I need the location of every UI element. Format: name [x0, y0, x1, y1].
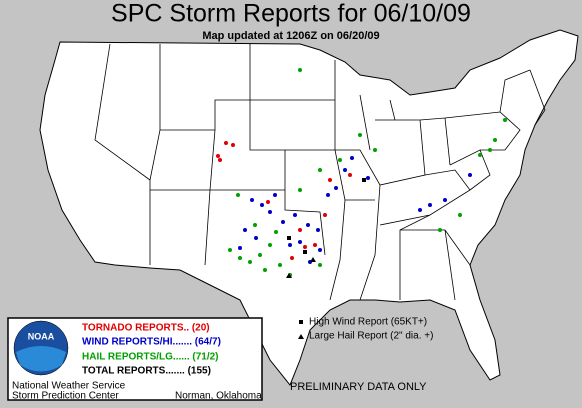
wind-entry: WIND REPORTS/HI....... (64/7)	[82, 337, 221, 348]
preliminary-note: PRELIMINARY DATA ONLY	[290, 381, 427, 393]
logo-text: NOAA	[28, 331, 55, 341]
tornado-markers	[216, 141, 352, 260]
large-hail-symbol	[298, 334, 304, 339]
large-hail-label: Large Hail Report (2" dia. +)	[309, 331, 433, 342]
total-entry: TOTAL REPORTS....... (155)	[82, 366, 211, 377]
tornado-entry: TORNADO REPORTS.. (20)	[82, 323, 210, 334]
hail-entry: HAIL REPORTS/LG...... (71/2)	[82, 352, 219, 363]
wind-markers	[238, 156, 472, 264]
hail-markers	[228, 68, 507, 277]
noaa-wave	[16, 346, 66, 372]
title: SPC Storm Reports for 06/10/09	[111, 0, 471, 28]
legend-box: NOAA TORNADO REPORTS.. (20) WIND REPORTS…	[7, 317, 263, 402]
high-wind-symbol	[299, 320, 303, 324]
center: Storm Prediction Center	[12, 391, 119, 402]
significant-markers	[286, 178, 366, 278]
us-outline	[39, 29, 579, 386]
us-map	[39, 29, 579, 386]
subtitle: Map updated at 1206Z on 06/20/09	[202, 30, 379, 42]
agency: National Weather Service	[12, 381, 126, 392]
location: Norman, Oklahoma	[175, 391, 262, 402]
high-wind-label: High Wind Report (65KT+)	[309, 317, 427, 328]
report-markers	[216, 68, 507, 278]
